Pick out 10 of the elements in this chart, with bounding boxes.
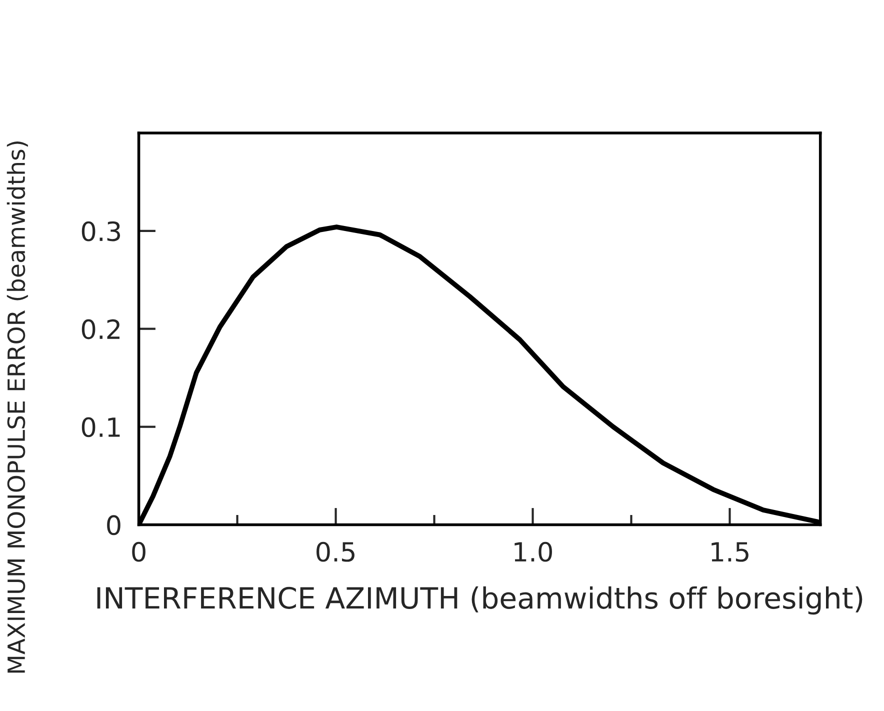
y-tick-label: 0.3 bbox=[82, 221, 120, 242]
y-tick-label: 0.2 bbox=[82, 319, 120, 340]
y-tick-label: 0.1 bbox=[82, 417, 120, 438]
x-tick-label: 0.5 bbox=[316, 542, 354, 562]
x-tick-label: 1.5 bbox=[712, 542, 748, 562]
y-axis-title: MAXIMUM MONOPULSE ERROR (beamwidths) bbox=[6, 141, 28, 673]
x-tick-label: 1.0 bbox=[514, 542, 552, 562]
y-tick-label: 0 bbox=[107, 515, 120, 536]
x-tick-label: 0 bbox=[132, 542, 146, 562]
x-axis-title: INTERFERENCE AZIMUTH (beamwidths off boresight) bbox=[97, 586, 862, 615]
